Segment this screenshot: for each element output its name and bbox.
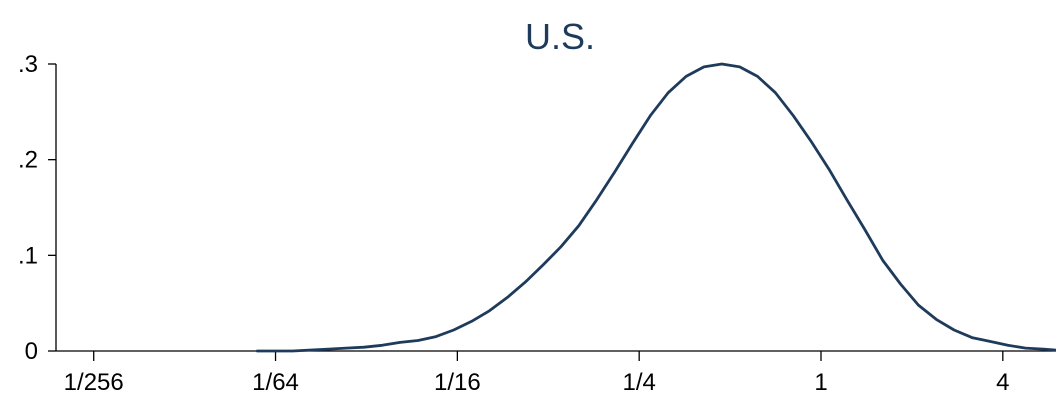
density-line bbox=[255, 62, 1056, 353]
x-tick-label: 4 bbox=[996, 369, 1009, 396]
y-tick-label: 0 bbox=[25, 338, 38, 365]
y-tick-label: .1 bbox=[18, 242, 38, 269]
x-tick-label: 1/16 bbox=[434, 369, 481, 396]
x-tick-label: 1/4 bbox=[622, 369, 655, 396]
y-ticks: 0 .1 .2 .3 bbox=[18, 51, 56, 365]
x-ticks: 1/256 1/64 1/16 1/4 1 4 bbox=[64, 351, 1010, 396]
chart-title: U.S. bbox=[525, 16, 595, 57]
series-layer bbox=[255, 62, 1056, 353]
x-tick-label: 1/64 bbox=[252, 369, 299, 396]
x-tick-label: 1 bbox=[814, 369, 827, 396]
x-tick-label: 1/256 bbox=[64, 369, 124, 396]
y-tick-label: .2 bbox=[18, 147, 38, 174]
y-tick-label: .3 bbox=[18, 51, 38, 78]
